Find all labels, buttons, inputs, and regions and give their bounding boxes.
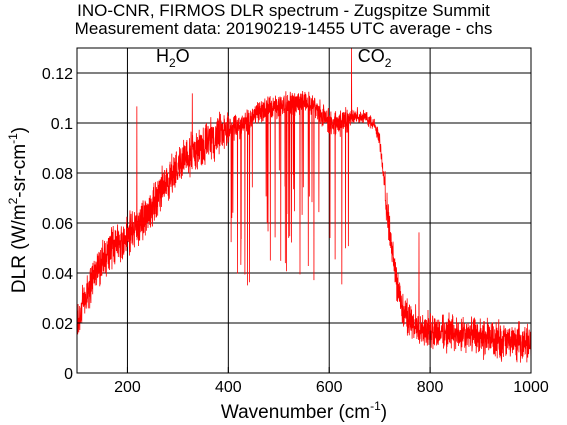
y-tick-label: 0.06 [42,216,73,233]
x-tick-label: 200 [114,379,141,396]
annotations: H2O CO2 [156,46,392,70]
chart-subtitle: Measurement data: 20190219-1455 UTC aver… [74,19,493,38]
spectrum-line [76,47,532,363]
y-axis-label: DLR (W/m2-sr-cm-1) [6,127,30,293]
y-tick-label: 0.08 [42,166,73,183]
x-tick-label: 800 [417,379,444,396]
tick-labels: 200 400 600 800 1000 0 0.02 0.04 0.06 0.08 0.1 0.12 [42,66,549,396]
x-tick-label: 400 [215,379,242,396]
y-tick-label: 0.02 [42,316,73,333]
plot-frame [76,47,532,374]
chart-title: INO-CNR, FIRMOS DLR spectrum - Zugspitze… [77,1,490,20]
y-tick-label: 0 [64,366,73,383]
y-tick-label: 0.04 [42,266,73,283]
spectrum-series [76,47,532,363]
x-tick-label: 1000 [513,379,549,396]
y-tick-label: 0.1 [51,116,73,133]
x-axis-label: Wavenumber (cm-1) [221,399,387,423]
band-annotation: CO2 [358,46,392,70]
y-tick-label: 0.12 [42,66,73,83]
axis-ticks [77,72,532,374]
band-annotation: H2O [156,46,190,70]
x-tick-label: 600 [316,379,343,396]
